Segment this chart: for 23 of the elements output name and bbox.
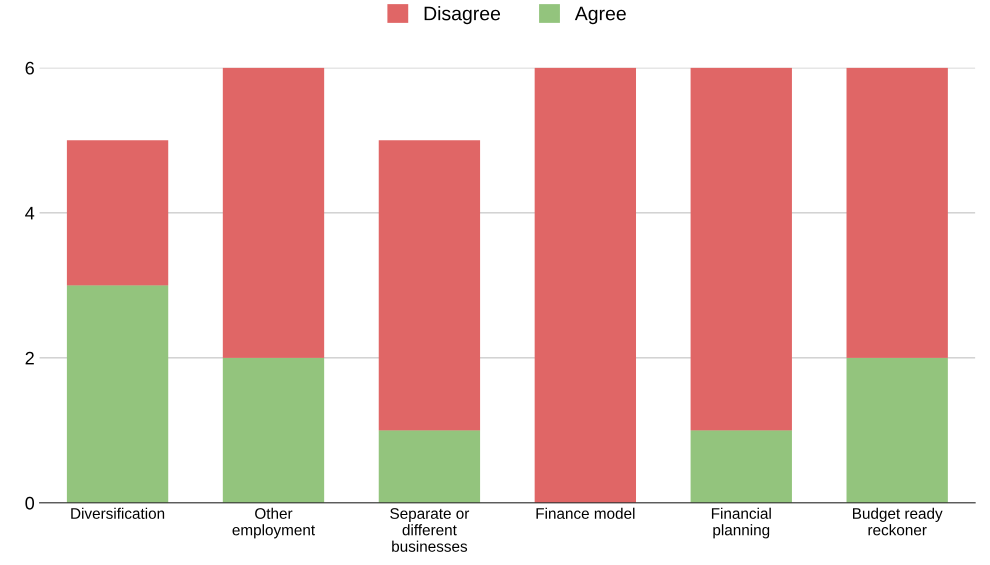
x-tick-label: Budget ready reckoner <box>853 508 943 536</box>
legend-label: Agree <box>574 6 626 24</box>
bar <box>378 430 480 503</box>
bar <box>534 68 636 503</box>
x-tick-label: Finance model <box>536 508 634 519</box>
x-tick-label: Other employment <box>232 508 315 538</box>
y-tick-label: 0 <box>25 496 34 510</box>
bar <box>66 140 168 286</box>
y-tick-label: 6 <box>26 62 34 75</box>
x-tick-label: Separate or different businesses <box>390 508 470 552</box>
bar <box>846 358 948 503</box>
bar <box>690 68 792 430</box>
x-tick-label: Financial planning <box>712 508 771 538</box>
bar <box>66 285 168 503</box>
bar <box>222 358 324 503</box>
bar <box>846 68 948 358</box>
bar <box>378 140 480 430</box>
legend-label: Disagree <box>424 6 500 24</box>
x-tick-label: Diversification <box>71 508 164 519</box>
bar <box>690 430 792 503</box>
bar <box>222 68 324 358</box>
y-tick-label: 4 <box>25 206 34 220</box>
y-tick-label: 2 <box>26 352 34 364</box>
